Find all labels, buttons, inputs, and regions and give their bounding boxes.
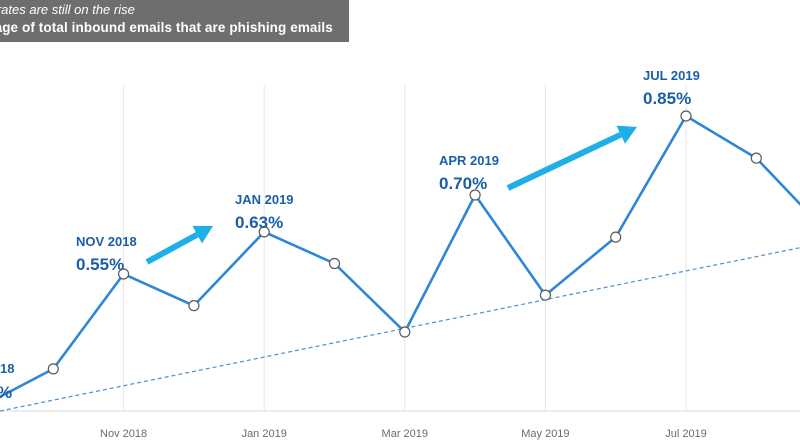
trend-arrow-head (616, 125, 637, 144)
annotation-value-partial: % (0, 383, 12, 402)
trend-arrow-shaft (506, 131, 623, 191)
annotation-date: APR 2019 (439, 153, 499, 168)
annotation-value: 0.70% (439, 174, 487, 193)
x-tick-label: May 2019 (521, 428, 569, 440)
x-axis-ticks: Nov 2018 Jan 2019 Mar 2019 May 2019 Jul 2019 (100, 428, 707, 440)
chart-title: tage of total inbound emails that are ph… (0, 20, 333, 35)
annotation-value: 0.55% (76, 255, 124, 274)
data-point (469, 189, 481, 201)
data-point (47, 363, 59, 375)
data-point (750, 152, 762, 164)
chart-header: g rates are still on the rise tage of to… (0, 0, 349, 42)
data-point (399, 326, 411, 338)
annotation-date: JUL 2019 (643, 68, 700, 83)
x-tick-label: Nov 2018 (100, 428, 147, 440)
data-point (610, 231, 622, 243)
annotation-date: NOV 2018 (76, 234, 137, 249)
annotation-date: JAN 2019 (235, 192, 294, 207)
data-point (680, 110, 692, 122)
data-point (117, 268, 130, 280)
annotation-value: 0.63% (235, 213, 283, 232)
data-point (539, 289, 552, 301)
annotations: NOV 2018 0.55% JAN 2019 0.63% APR 2019 0.70% J… (0, 68, 700, 402)
trend-arrow-shaft (145, 231, 199, 265)
trend-arrow-head (192, 225, 213, 244)
annotation-date-partial: 18 (0, 361, 14, 376)
x-tick-label: Mar 2019 (382, 428, 428, 440)
data-point (188, 300, 200, 312)
data-point (328, 257, 341, 270)
data-points (47, 110, 762, 375)
x-tick-label: Jan 2019 (242, 428, 287, 440)
data-point (258, 226, 270, 238)
annotation-value: 0.85% (643, 89, 691, 108)
chart-subtitle: g rates are still on the rise (0, 2, 135, 17)
x-tick-label: Jul 2019 (665, 428, 707, 440)
trend-arrows (145, 125, 637, 265)
